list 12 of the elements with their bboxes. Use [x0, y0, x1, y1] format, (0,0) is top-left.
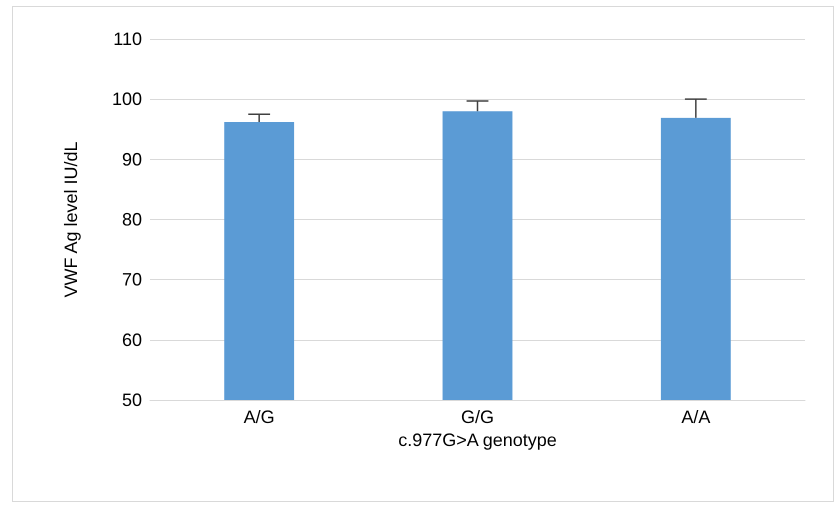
x-tick-label: A/G — [244, 407, 275, 427]
y-axis-title: VWF Ag level IU/dL — [61, 141, 81, 298]
y-tick-label: 60 — [122, 330, 142, 350]
y-tick-label: 50 — [122, 390, 142, 410]
x-axis-title: c.977G>A genotype — [398, 430, 557, 450]
y-tick-label: 90 — [122, 149, 142, 170]
x-tick-label: A/A — [681, 407, 710, 427]
y-tick-label: 80 — [122, 210, 142, 230]
x-tick-label: G/G — [460, 407, 494, 427]
y-tick-label: 70 — [122, 270, 142, 290]
y-tick-label: 100 — [112, 89, 142, 110]
y-tick-label: 110 — [113, 29, 142, 49]
